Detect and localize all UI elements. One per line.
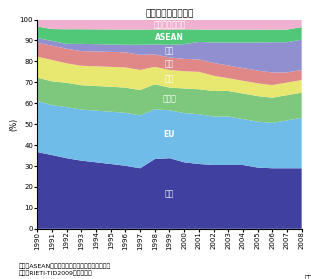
Text: 備考：ASEANはラオス、ミャンマーを除く合計。: 備考：ASEANはラオス、ミャンマーを除く合計。 <box>19 264 111 269</box>
Y-axis label: (%): (%) <box>9 117 18 131</box>
Text: 資料：RIETI-TID2009から作成。: 資料：RIETI-TID2009から作成。 <box>19 271 92 276</box>
Text: ASEAN: ASEAN <box>155 33 184 42</box>
Text: EU: EU <box>164 130 175 139</box>
Text: その他東アジア: その他東アジア <box>153 20 186 29</box>
Text: 中国: 中国 <box>165 47 174 56</box>
Text: 米国: 米国 <box>165 189 174 198</box>
Text: 香港: 香港 <box>165 74 174 83</box>
Text: （年）: （年） <box>304 275 311 279</box>
Text: 日本: 日本 <box>165 59 174 68</box>
Text: その他: その他 <box>163 95 176 104</box>
Title: 輸入国・地域の推移: 輸入国・地域の推移 <box>145 10 194 19</box>
